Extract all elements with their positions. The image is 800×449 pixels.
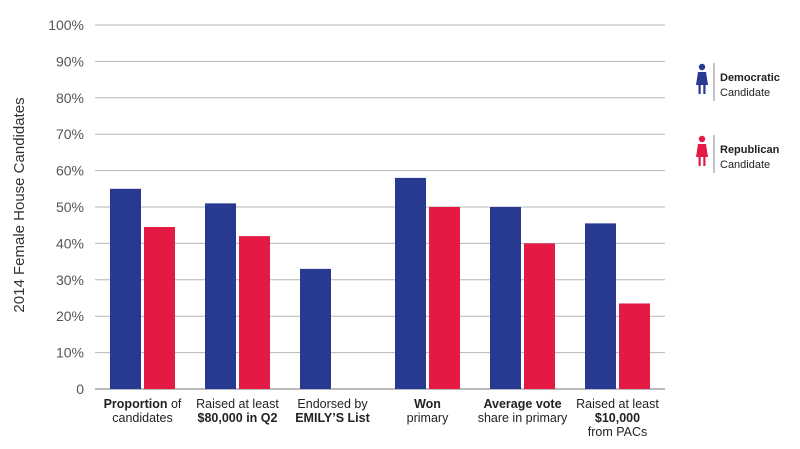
person-icon-leg [698, 85, 701, 94]
y-tick-label: 50% [56, 199, 84, 215]
category-label-line: Raised at least [196, 397, 279, 411]
category-label: Endorsed by EMILY’S List [295, 397, 370, 425]
person-icon-leg [703, 85, 706, 94]
category-label-line: Raised at least [576, 397, 659, 411]
category-label: Proportion of candidates [104, 397, 182, 425]
person-icon-head [698, 63, 706, 71]
person-icon-head [698, 135, 706, 143]
category-label-line: $80,000 in Q2 [198, 411, 278, 425]
category-label: Won primary [407, 397, 449, 425]
legend-label-bold: Democratic [720, 72, 780, 84]
bar-democratic [110, 188, 141, 389]
category-label-line: $10,000 [595, 411, 640, 425]
category-label: Raised at least $10,000 from PACs [576, 397, 659, 439]
y-tick-label: 20% [56, 308, 84, 324]
y-tick-label: 40% [56, 235, 84, 251]
category-label-line: from PACs [588, 425, 648, 439]
legend-item-republican: Republican Candidate [696, 135, 780, 173]
y-tick-label: 0 [76, 381, 84, 397]
y-axis-label: 2014 Female House Candidates [11, 97, 28, 312]
bar-democratic [205, 203, 236, 389]
category-label-line: primary [407, 411, 449, 425]
legend-label: Candidate [720, 159, 770, 171]
y-axis-ticks: 0 10% 20% 30% 40% 50% 60% 70% 80% 90% 100% [48, 17, 84, 397]
category-label-line: share in primary [478, 411, 568, 425]
bars [110, 177, 650, 389]
bar-democratic [490, 207, 521, 389]
category-label-line: Won [414, 397, 441, 411]
category-label-segment: of [167, 397, 181, 411]
bar-republican [144, 227, 175, 389]
person-icon-leg [698, 157, 701, 166]
y-tick-label: 100% [48, 17, 84, 33]
y-tick-label: 10% [56, 345, 84, 361]
category-label: Raised at least $80,000 in Q2 [196, 397, 279, 425]
bar-democratic [300, 268, 331, 389]
category-label: Average vote share in primary [478, 397, 568, 425]
category-label-line: Proportion [104, 397, 168, 411]
person-icon [696, 63, 708, 94]
y-tick-label: 60% [56, 163, 84, 179]
y-tick-label: 70% [56, 126, 84, 142]
bar-republican [429, 207, 460, 389]
person-icon-body [696, 144, 708, 157]
y-tick-label: 90% [56, 53, 84, 69]
bar-republican [524, 243, 555, 389]
bar-republican [619, 303, 650, 389]
person-icon [696, 135, 708, 166]
person-icon-leg [703, 157, 706, 166]
y-tick-label: 80% [56, 90, 84, 106]
bar-democratic [585, 223, 616, 389]
legend-label: Candidate [720, 87, 770, 99]
person-icon-body [696, 72, 708, 85]
category-label-line: candidates [112, 411, 172, 425]
y-tick-label: 30% [56, 272, 84, 288]
category-label-line: EMILY’S List [295, 411, 370, 425]
legend-label-bold: Republican [720, 144, 780, 156]
bar-democratic [395, 177, 426, 389]
legend-item-democratic: Democratic Candidate [696, 63, 780, 101]
legend: Democratic Candidate Republican Candidate [696, 63, 780, 173]
bar-republican [239, 236, 270, 389]
category-label-line: Endorsed by [297, 397, 368, 411]
gridlines [95, 24, 665, 390]
category-label-line: Average vote [483, 397, 561, 411]
